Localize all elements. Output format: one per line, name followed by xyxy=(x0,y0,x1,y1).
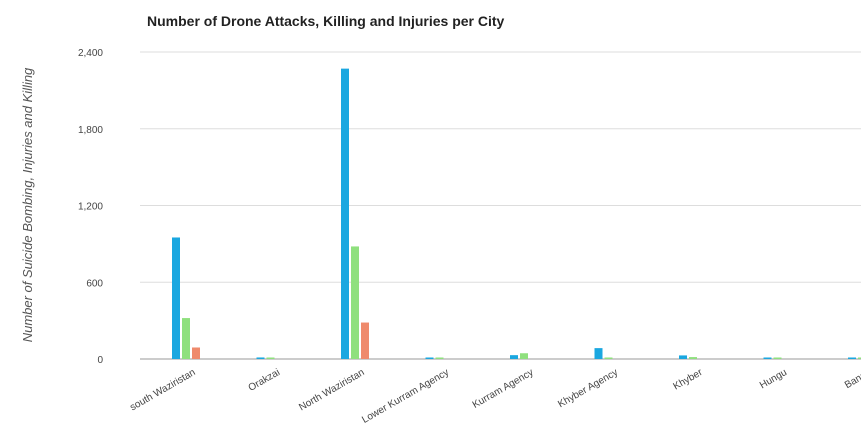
y-tick-label: 0 xyxy=(97,355,103,366)
x-axis-categories: south Waziristan Orakzai North WaziristanL… xyxy=(128,367,861,426)
bar xyxy=(510,355,518,359)
x-category-label: Khyber Agency xyxy=(556,367,620,410)
bar xyxy=(341,68,349,360)
bar xyxy=(266,357,275,359)
bar xyxy=(679,355,687,359)
x-category-label: Hungu xyxy=(758,367,789,391)
x-category-label: Kurram Agency xyxy=(471,367,536,411)
y-axis-ticks: 0 600 1,200 1,800 2,400 xyxy=(78,48,103,366)
bar xyxy=(425,357,434,359)
x-category-label: Bannu xyxy=(843,367,861,391)
bar xyxy=(361,322,369,359)
y-tick-label: 2,400 xyxy=(78,48,103,59)
y-tick-label: 1,200 xyxy=(78,202,103,213)
bar xyxy=(858,357,861,359)
y-tick-label: 1,800 xyxy=(78,125,103,136)
x-category-label: south Waziristan xyxy=(128,367,197,413)
bar xyxy=(192,347,200,359)
bar xyxy=(256,357,265,359)
chart-title: Number of Drone Attacks, Killing and Inj… xyxy=(147,13,505,29)
bar xyxy=(848,357,856,359)
gridlines xyxy=(140,51,861,360)
bar xyxy=(763,357,772,359)
bar xyxy=(604,357,613,359)
x-category-label: Orakzai xyxy=(247,367,282,394)
bar xyxy=(594,348,603,359)
x-category-label: Khyber xyxy=(672,367,706,393)
x-category-label: North Waziristan xyxy=(297,367,366,413)
bar xyxy=(520,353,528,359)
bar xyxy=(773,357,782,359)
bar xyxy=(351,246,359,359)
y-tick-label: 600 xyxy=(86,278,103,289)
bar xyxy=(172,237,180,359)
y-axis-label: Number of Suicide Bombing, Injuries and … xyxy=(20,67,35,342)
bar xyxy=(689,357,697,359)
bars xyxy=(172,68,861,360)
bar xyxy=(435,357,444,359)
x-category-label: Lower Kurram Agency xyxy=(360,367,451,426)
bar xyxy=(182,318,190,359)
